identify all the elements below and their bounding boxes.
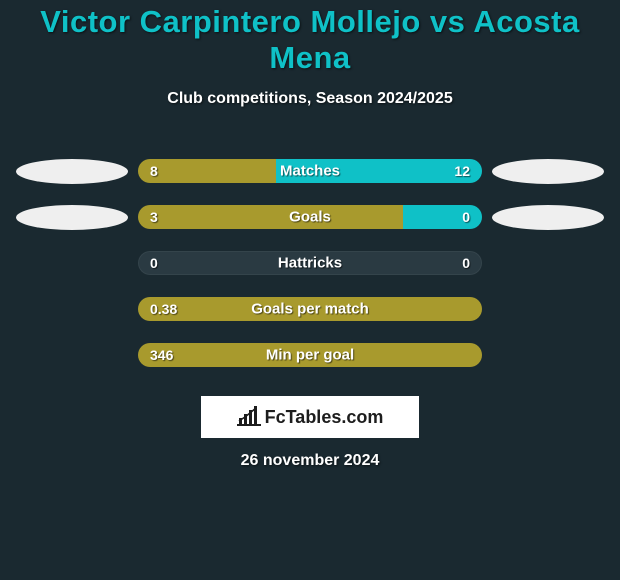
bar-left — [138, 205, 403, 229]
stat-bar: Matches812 — [138, 159, 482, 183]
stat-bar: Hattricks 0 0 — [138, 251, 482, 275]
stat-bar: Goals per match0.38 — [138, 297, 482, 321]
stat-value-left: 3 — [150, 209, 158, 225]
comparison-widget: Victor Carpintero Mollejo vs Acosta Mena… — [0, 0, 620, 470]
stat-row: Goals30 — [0, 194, 620, 240]
player-right-marker — [492, 159, 604, 184]
stat-bar: Min per goal346 — [138, 343, 482, 367]
stat-row: Goals per match0.38 — [0, 286, 620, 332]
stat-value-left: 0.38 — [150, 301, 177, 317]
bar-left — [138, 343, 482, 367]
chart-icon — [237, 406, 261, 428]
stat-value-right: 12 — [454, 163, 470, 179]
player-left-marker — [16, 159, 128, 184]
stat-value-right: 0 — [462, 255, 470, 271]
stat-row: Hattricks 0 0 — [0, 240, 620, 286]
stat-bar: Goals30 — [138, 205, 482, 229]
subtitle: Club competitions, Season 2024/2025 — [0, 90, 620, 108]
stat-label: Hattricks — [278, 255, 342, 272]
bar-left — [138, 159, 276, 183]
bar-right — [276, 159, 482, 183]
date-label: 26 november 2024 — [0, 452, 620, 470]
player-right-marker — [492, 205, 604, 230]
brand-logo: FcTables.com — [201, 396, 419, 438]
brand-text: FcTables.com — [265, 407, 384, 428]
bar-left — [138, 297, 482, 321]
stat-row: Min per goal346 — [0, 332, 620, 378]
page-title: Victor Carpintero Mollejo vs Acosta Mena — [0, 4, 620, 76]
stat-value-right: 0 — [462, 209, 470, 225]
stat-value-left: 346 — [150, 347, 173, 363]
player-left-marker — [16, 205, 128, 230]
stat-value-left: 0 — [150, 255, 158, 271]
stat-rows: Matches812Goals30Hattricks00Goals per ma… — [0, 148, 620, 378]
stat-value-left: 8 — [150, 163, 158, 179]
stat-row: Matches812 — [0, 148, 620, 194]
